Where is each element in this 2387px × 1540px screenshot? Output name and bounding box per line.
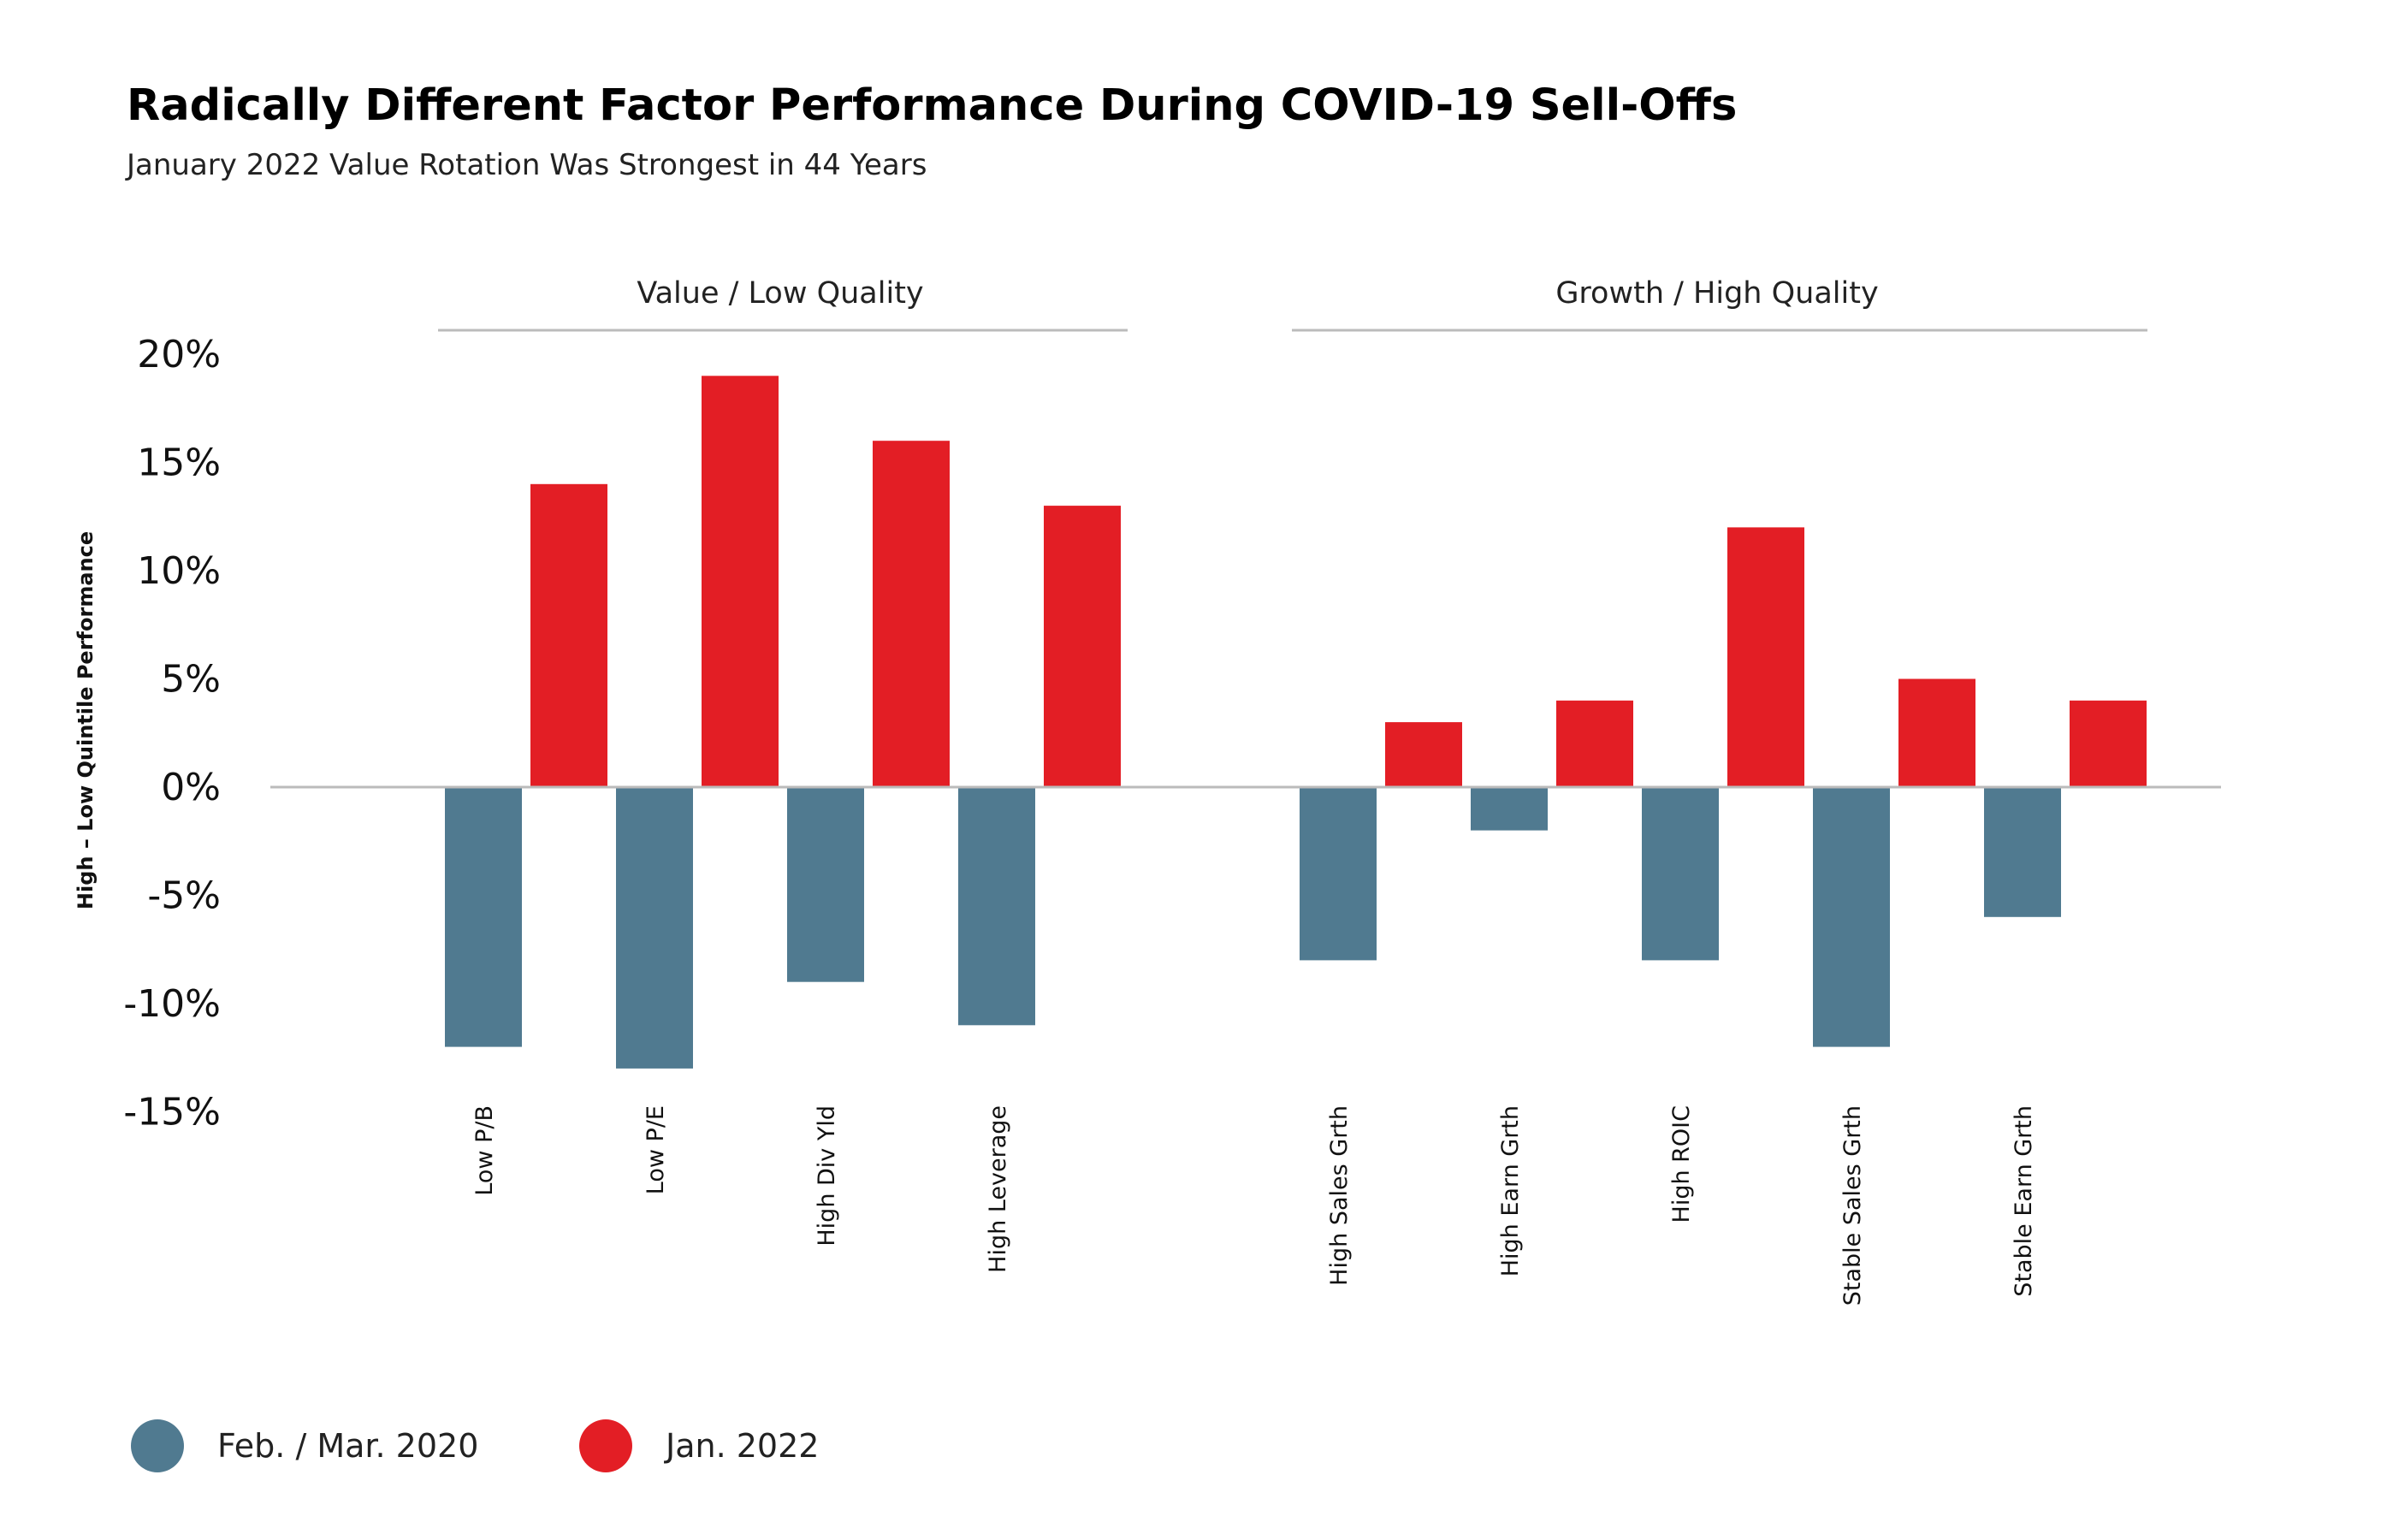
bar-jan-2022 xyxy=(1044,506,1121,787)
category-label: High Sales Grth xyxy=(1326,1105,1353,1286)
bar-jan-2022 xyxy=(873,441,950,787)
bar-jan-2022 xyxy=(1898,678,1975,787)
category-label: High Div Yld xyxy=(814,1105,840,1247)
bar-feb-mar-2020 xyxy=(1813,787,1890,1047)
y-tick-label: 15% xyxy=(137,441,221,485)
bar-jan-2022 xyxy=(1727,527,1804,787)
bar-feb-mar-2020 xyxy=(445,787,522,1047)
bar-feb-mar-2020 xyxy=(1984,787,2061,917)
y-tick-label: 5% xyxy=(161,658,221,702)
legend: Feb. / Mar. 2020 Jan. 2022 xyxy=(131,1419,819,1472)
bar-jan-2022 xyxy=(2070,700,2147,787)
legend-label-2022: Jan. 2022 xyxy=(664,1427,819,1465)
legend-swatch-2022 xyxy=(579,1419,632,1472)
category-label: Stable Earn Grth xyxy=(2011,1105,2037,1297)
group-label-value: Value / Low Quality xyxy=(637,276,923,311)
category-label: Stable Sales Grth xyxy=(1839,1105,1866,1306)
y-axis-label: High – Low Quintile Performance xyxy=(74,531,98,909)
y-tick-label: -5% xyxy=(147,874,221,918)
bar-feb-mar-2020 xyxy=(958,787,1035,1026)
category-label: High ROIC xyxy=(1668,1105,1695,1223)
y-tick-labels: 20% 15% 10% 5% 0% -5% -10% -15% xyxy=(123,333,221,1134)
category-labels: Low P/B Low P/E High Div Yld High Leverage H… xyxy=(471,1105,2037,1306)
bar-feb-mar-2020 xyxy=(1642,787,1719,961)
y-tick-label: -10% xyxy=(123,982,221,1026)
bar-jan-2022 xyxy=(1385,722,1462,787)
y-tick-label: 0% xyxy=(161,766,221,809)
chart-subtitle: January 2022 Value Rotation Was Stronges… xyxy=(125,148,927,182)
legend-label-2020: Feb. / Mar. 2020 xyxy=(217,1427,478,1465)
y-tick-label: 20% xyxy=(137,333,221,376)
bar-feb-mar-2020 xyxy=(1300,787,1377,961)
bar-jan-2022 xyxy=(530,483,607,787)
category-label: High Leverage xyxy=(985,1105,1011,1273)
bar-jan-2022 xyxy=(702,376,779,787)
chart-title: Radically Different Factor Performance D… xyxy=(127,80,1737,131)
y-tick-label: 10% xyxy=(137,549,221,593)
category-label: Low P/B xyxy=(471,1105,498,1196)
category-label: Low P/E xyxy=(643,1105,669,1194)
y-tick-label: -15% xyxy=(123,1091,221,1134)
bar-feb-mar-2020 xyxy=(616,787,693,1069)
bar-feb-mar-2020 xyxy=(787,787,864,982)
group-label-growth: Growth / High Quality xyxy=(1555,276,1878,311)
bar-jan-2022 xyxy=(1556,700,1633,787)
bars xyxy=(445,376,2147,1069)
category-label: High Earn Grth xyxy=(1497,1105,1524,1276)
bar-feb-mar-2020 xyxy=(1471,787,1548,831)
legend-swatch-2020 xyxy=(131,1419,184,1472)
